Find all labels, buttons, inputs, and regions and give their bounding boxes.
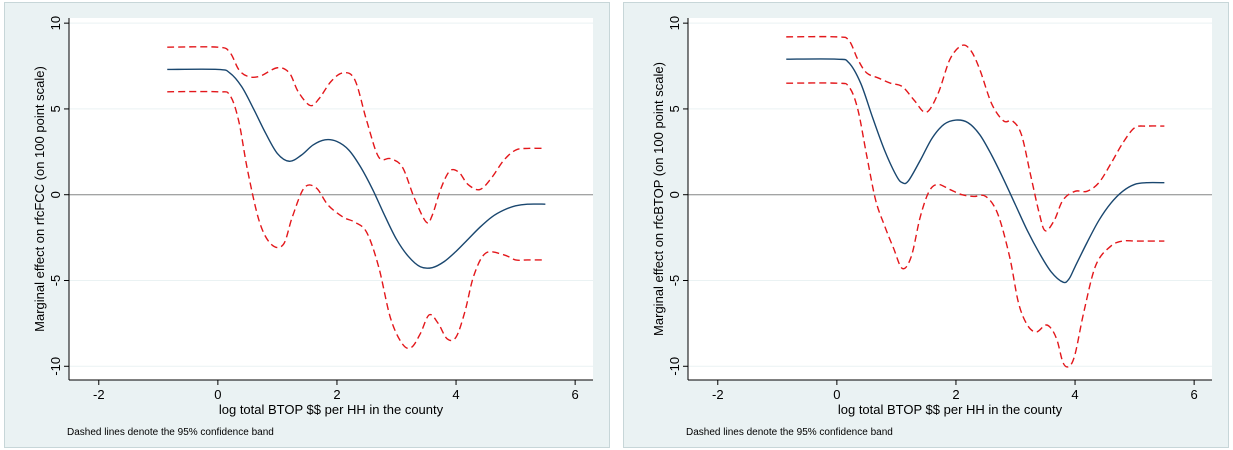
x-axis-title: log total BTOP $$ per HH in the county <box>219 402 444 417</box>
x-tick-label: -2 <box>712 387 724 402</box>
y-tick-label: 5 <box>48 105 63 112</box>
x-tick-label: 2 <box>952 387 959 402</box>
plot-area <box>69 18 593 380</box>
ci-lower-line <box>167 90 546 350</box>
x-tick-label: -2 <box>93 387 105 402</box>
ci-upper-line <box>167 46 546 224</box>
chart-note-right: Dashed lines denote the 95% confidence b… <box>686 427 893 438</box>
chart-svg-right: -10 -5 0 5 10 -2 0 2 4 6 log total BTOP $$ per HH … <box>651 16 1212 417</box>
x-tick-label: 6 <box>572 387 579 402</box>
x-axis-title: log total BTOP $$ per HH in the county <box>838 402 1063 417</box>
x-tick-label: 0 <box>833 387 840 402</box>
y-tick-label: 5 <box>667 105 682 112</box>
y-tick-label: 0 <box>667 191 682 198</box>
y-tick-label: -5 <box>48 275 63 287</box>
y-tick-label: 0 <box>48 191 63 198</box>
x-tick-label: 4 <box>1071 387 1078 402</box>
chart-panel-right: -10 -5 0 5 10 -2 0 2 4 6 log total BTOP $$ per HH … <box>623 2 1229 448</box>
y-tick-label: -10 <box>667 357 682 376</box>
y-tick-label: 10 <box>667 16 682 30</box>
y-axis-title: Marginal effect on rfcFCC (on 100 point … <box>32 66 47 332</box>
ci-lower-line <box>786 82 1165 368</box>
chart-note-left: Dashed lines denote the 95% confidence b… <box>67 427 274 438</box>
y-axis-title: Marginal effect on rfcBTOP (on 100 point… <box>651 62 666 336</box>
y-tick-label: 10 <box>48 16 63 30</box>
x-tick-label: 4 <box>452 387 459 402</box>
ci-upper-line <box>786 35 1165 232</box>
estimate-line <box>786 58 1165 284</box>
estimate-line <box>167 68 546 269</box>
plot-area <box>688 18 1212 380</box>
y-tick-label: -10 <box>48 357 63 376</box>
x-tick-label: 0 <box>214 387 221 402</box>
y-tick-label: -5 <box>667 275 682 287</box>
x-tick-label: 6 <box>1191 387 1198 402</box>
chart-svg-left: -10 -5 0 5 10 -2 0 2 4 6 log total BTOP $$ per HH … <box>32 16 593 417</box>
chart-panel-left: -10 -5 0 5 10 -2 0 2 4 6 log total BTOP $$ per HH … <box>4 2 610 448</box>
x-tick-label: 2 <box>333 387 340 402</box>
